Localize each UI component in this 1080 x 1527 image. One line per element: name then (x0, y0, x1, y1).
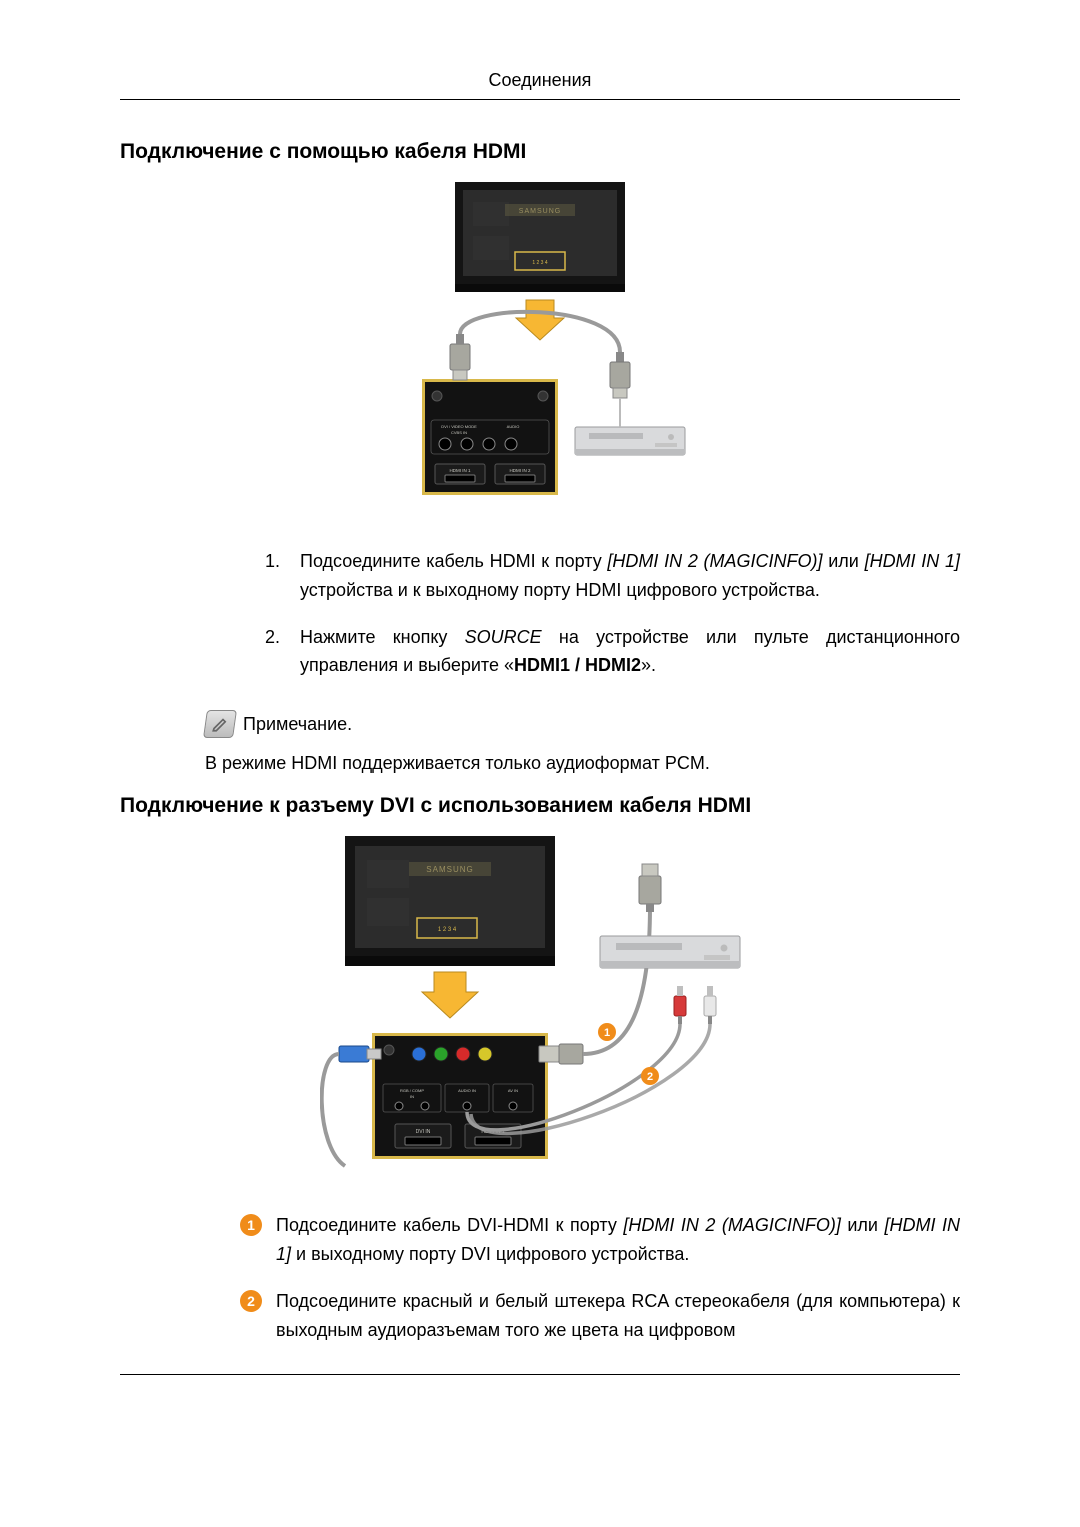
divider-bottom (120, 1374, 960, 1375)
svg-text:DVI / VIDEO MODE: DVI / VIDEO MODE (441, 424, 477, 429)
callout-2-badge: 2 (240, 1290, 262, 1312)
svg-text:SAMSUNG: SAMSUNG (426, 865, 473, 874)
svg-text:1: 1 (604, 1027, 610, 1039)
divider-top (120, 99, 960, 100)
page-header: Соединения (120, 70, 960, 91)
svg-text:HDMI IN 1: HDMI IN 1 (449, 468, 470, 473)
hdmi-diagram-svg: SAMSUNG 1 2 3 4 DVI / VIDEO MODECVBS IN AUD… (370, 182, 710, 512)
step-2: Нажмите кнопку SOURCE на устройстве или … (265, 623, 960, 681)
svg-text:RGB / COMP: RGB / COMP (400, 1088, 424, 1093)
note-header: Примечание. (205, 710, 960, 738)
callout-1-badge: 1 (240, 1214, 262, 1236)
note-block: Примечание. В режиме HDMI поддерживается… (205, 710, 960, 774)
svg-text:CVBS IN: CVBS IN (451, 430, 467, 435)
dvi-hdmi-diagram-svg: SAMSUNG 1 2 3 4 RGB / COMPIN AUDIO IN AV IN D… (320, 836, 760, 1176)
note-label: Примечание. (243, 714, 352, 735)
callout-1: 1 Подсоедините кабель DVI-HDMI к порту [… (240, 1211, 960, 1269)
page: Соединения Подключение с помощью кабеля … (0, 0, 1080, 1527)
svg-text:SAMSUNG: SAMSUNG (519, 208, 561, 215)
section2-title: Подключение к разъему DVI с использовани… (120, 794, 960, 818)
callout-1-text: Подсоедините кабель DVI-HDMI к порту [HD… (276, 1211, 960, 1269)
note-icon (203, 710, 237, 738)
diagram-dvi-hdmi: SAMSUNG 1 2 3 4 RGB / COMPIN AUDIO IN AV IN D… (120, 836, 960, 1181)
svg-text:AUDIO: AUDIO (507, 424, 520, 429)
callout-2-text: Подсоедините красный и белый штекера RCA… (276, 1287, 960, 1345)
svg-text:DVI IN: DVI IN (416, 1129, 431, 1135)
section2-callouts: 1 Подсоедините кабель DVI-HDMI к порту [… (240, 1211, 960, 1344)
diagram-hdmi: SAMSUNG 1 2 3 4 DVI / VIDEO MODECVBS IN AUD… (120, 182, 960, 517)
svg-text:1 2 3 4: 1 2 3 4 (532, 260, 548, 266)
svg-text:AUDIO IN: AUDIO IN (458, 1088, 476, 1093)
callout-2: 2 Подсоедините красный и белый штекера R… (240, 1287, 960, 1345)
svg-text:1 2 3 4: 1 2 3 4 (438, 927, 457, 933)
section1-steps: Подсоедините кабель HDMI к порту [HDMI I… (120, 547, 960, 680)
section1-title: Подключение с помощью кабеля HDMI (120, 140, 960, 164)
svg-text:AV IN: AV IN (508, 1088, 518, 1093)
svg-text:HDMI IN 2: HDMI IN 2 (509, 468, 530, 473)
svg-text:2: 2 (647, 1071, 653, 1083)
step-1: Подсоедините кабель HDMI к порту [HDMI I… (265, 547, 960, 605)
note-body: В режиме HDMI поддерживается только ауди… (205, 753, 960, 774)
svg-text:IN: IN (410, 1094, 414, 1099)
